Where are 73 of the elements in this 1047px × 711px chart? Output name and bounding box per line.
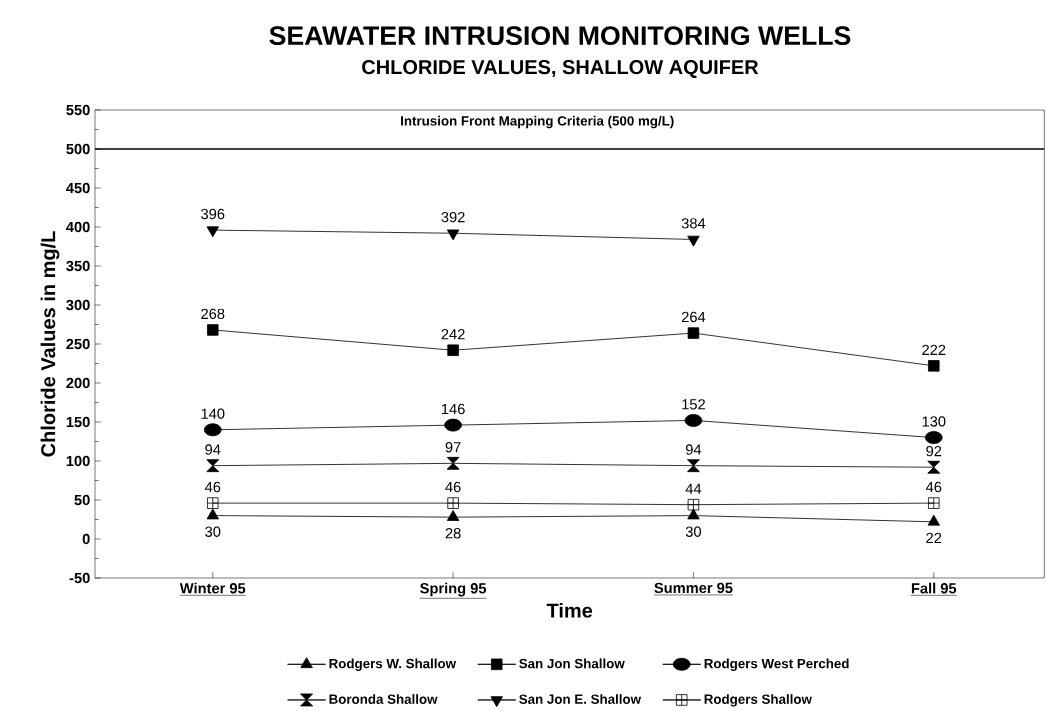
x-tick-label: Winter 95 (179, 582, 246, 594)
data-label: 92 (926, 445, 942, 457)
data-label: 140 (201, 408, 225, 419)
point (203, 423, 222, 437)
point (446, 456, 460, 470)
x-tick-label: Spring 95 (420, 582, 487, 597)
data-label: 222 (922, 344, 946, 355)
y-tick-label: -50 (69, 572, 90, 584)
data-label: 392 (441, 211, 465, 223)
point (447, 344, 459, 356)
data-label: 242 (441, 329, 465, 340)
data-label: 152 (682, 399, 705, 410)
data-label: 130 (922, 416, 946, 427)
data-label: 146 (441, 403, 465, 415)
y-tick-label: 0 (82, 533, 90, 545)
y-tick-label: 450 (66, 182, 90, 194)
y-axis-title: Chloride Values in mg/L (40, 231, 60, 457)
legend-label: San Jon E. Shallow (519, 694, 642, 704)
y-tick-label: 200 (66, 377, 90, 389)
data-label: 22 (926, 532, 942, 543)
point (447, 497, 459, 509)
point (446, 510, 460, 521)
point (206, 226, 219, 238)
data-label: 268 (201, 308, 225, 319)
data-label: 28 (445, 528, 461, 539)
point (687, 459, 700, 473)
data-label: 384 (681, 218, 706, 229)
y-tick-label: 300 (66, 299, 90, 311)
point (927, 514, 940, 526)
point (927, 460, 941, 474)
x-tick-label: Fall 95 (911, 582, 957, 594)
data-label: 94 (205, 444, 221, 455)
y-tick-label: 350 (66, 260, 90, 272)
y-tick-label: 550 (66, 104, 90, 116)
point (687, 327, 700, 339)
point (928, 497, 940, 509)
data-label: 396 (201, 208, 225, 220)
legend-label: Rodgers Shallow (704, 694, 812, 707)
legend-label: Rodgers W. Shallow (329, 658, 457, 671)
y-tick-label: 150 (66, 416, 90, 428)
data-label: 46 (204, 481, 221, 493)
y-tick-label: 500 (66, 143, 90, 155)
data-label: 46 (445, 481, 461, 493)
y-tick-label: 50 (74, 494, 90, 506)
point (687, 498, 700, 511)
y-tick-label: 100 (66, 455, 90, 467)
point (207, 497, 219, 509)
point (444, 418, 462, 432)
ref-line-label: Intrusion Front Mapping Criteria (500 mg/L) (401, 115, 674, 129)
data-label: 264 (681, 311, 706, 323)
point (928, 360, 940, 372)
y-tick-label: 250 (66, 338, 90, 350)
data-label: 46 (925, 481, 942, 493)
x-tick-label: Summer 95 (654, 582, 733, 594)
legend-label: Rodgers West Perched (704, 658, 849, 671)
point (684, 413, 703, 427)
point (207, 324, 219, 336)
data-label: 30 (685, 526, 702, 537)
data-label: 97 (445, 441, 461, 453)
point (206, 508, 219, 520)
y-tick-label: 400 (66, 221, 90, 233)
point (687, 235, 700, 247)
chart-subtitle: CHLORIDE VALUES, SHALLOW AQUIFER (362, 59, 759, 78)
legend-label: Boronda Shallow (329, 694, 438, 704)
data-label: 44 (685, 483, 702, 494)
x-axis-title: Time (546, 602, 593, 618)
chart-title: SEAWATER INTRUSION MONITORING WELLS (269, 26, 851, 46)
point (206, 459, 220, 473)
data-label: 30 (205, 526, 221, 537)
point (446, 229, 460, 241)
point (687, 508, 700, 520)
legend-label: San Jon Shallow (519, 658, 625, 669)
data-label: 94 (685, 444, 702, 455)
